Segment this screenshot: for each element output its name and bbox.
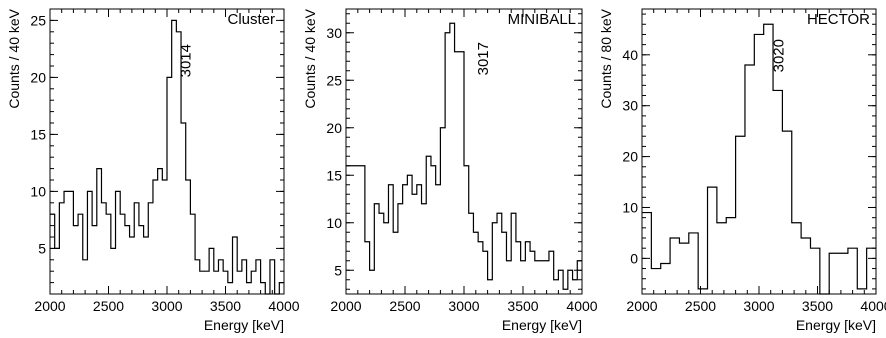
x-axis-label: Energy [keV] [796, 317, 876, 333]
panel-cluster: 2000 2500 3000 3500 4000 5 10 15 20 25 Energy [keV… [6, 8, 300, 333]
x-tick-label: 2500 [389, 298, 420, 314]
y-tick-label: 0 [630, 250, 638, 266]
x-tick-label: 2000 [626, 298, 657, 314]
x-tick-label: 2000 [34, 298, 65, 314]
y-tick-label: 25 [30, 12, 46, 28]
y-tick-label: 20 [326, 120, 342, 136]
y-tick-label: 20 [622, 149, 638, 165]
y-tick-label: 20 [30, 69, 46, 85]
x-tick-label: 4000 [860, 298, 886, 314]
histogram-line [642, 23, 876, 295]
y-axis-label: Counts / 80 keV [598, 8, 614, 108]
y-axis-label: Counts / 40 keV [302, 8, 318, 108]
y-tick-label: 10 [30, 183, 46, 199]
x-tick-label: 3000 [151, 298, 182, 314]
detector-label: MINIBALL [508, 11, 576, 28]
x-tick-label: 4000 [566, 298, 597, 314]
x-axis-label: Energy [keV] [204, 317, 284, 333]
x-tick-label: 3500 [210, 298, 241, 314]
y-tick-label: 30 [326, 25, 342, 41]
y-tick-label: 10 [326, 215, 342, 231]
y-tick-label: 25 [326, 72, 342, 88]
y-tick-label: 5 [334, 262, 342, 278]
y-tick-label: 10 [622, 199, 638, 215]
y-tick-label: 5 [38, 240, 46, 256]
y-tick-label: 15 [326, 167, 342, 183]
peak-energy-label: 3014 [178, 44, 195, 77]
detector-label: Cluster [227, 11, 275, 28]
x-tick-label: 3500 [802, 298, 833, 314]
y-tick-label: 40 [622, 47, 638, 63]
x-tick-label: 2500 [93, 298, 124, 314]
x-tick-label: 3500 [507, 298, 538, 314]
panel-miniball: 2000 2500 3000 3500 4000 5 10 15 20 25 30 Energy [k… [302, 8, 598, 333]
x-tick-label: 2000 [330, 298, 361, 314]
y-axis-label: Counts / 40 keV [6, 8, 22, 108]
peak-energy-label: 3020 [770, 39, 787, 72]
x-tick-label: 3000 [448, 298, 479, 314]
x-axis-label: Energy [keV] [502, 317, 582, 333]
histogram-line [346, 22, 582, 290]
x-tick-label: 4000 [268, 298, 299, 314]
x-tick-label: 3000 [743, 298, 774, 314]
peak-energy-label: 3017 [475, 42, 492, 75]
y-tick-label: 15 [30, 126, 46, 142]
x-tick-label: 2500 [685, 298, 716, 314]
plot-frame [641, 8, 877, 295]
detector-label: HECTOR [807, 11, 870, 28]
panel-hector: 2000 2500 3000 3500 4000 0 10 20 30 40 Energy [keV… [598, 8, 886, 333]
y-tick-label: 30 [622, 98, 638, 114]
histogram-line [50, 19, 284, 295]
